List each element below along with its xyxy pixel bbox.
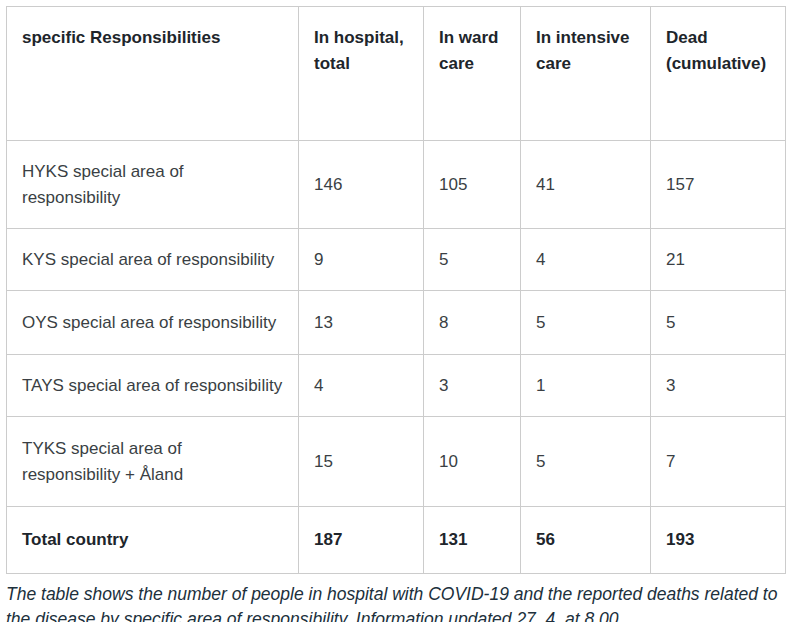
value-cell: 3 <box>424 355 521 417</box>
value-cell: 4 <box>299 355 424 417</box>
row-label-cell: Total country <box>7 507 299 574</box>
table-row-kys: KYS special area of responsibility 9 5 4… <box>7 229 786 291</box>
value-cell: 3 <box>651 355 786 417</box>
value-cell: 157 <box>651 141 786 229</box>
value-cell: 5 <box>424 229 521 291</box>
value-cell: 10 <box>424 417 521 507</box>
header-cell-in-intensive-care: In intensive care <box>521 7 651 141</box>
row-label-cell: HYKS special area of responsibility <box>7 141 299 229</box>
table-row-hyks: HYKS special area of responsibility 146 … <box>7 141 786 229</box>
value-cell: 8 <box>424 291 521 355</box>
table-row-oys: OYS special area of responsibility 13 8 … <box>7 291 786 355</box>
value-cell: 9 <box>299 229 424 291</box>
header-cell-in-ward-care: In ward care <box>424 7 521 141</box>
value-cell: 131 <box>424 507 521 574</box>
table-row-tyks-aland: TYKS special area of responsibility + Ål… <box>7 417 786 507</box>
value-cell: 15 <box>299 417 424 507</box>
table-row-tays: TAYS special area of responsibility 4 3 … <box>7 355 786 417</box>
table-body: HYKS special area of responsibility 146 … <box>7 141 786 574</box>
row-label-cell: KYS special area of responsibility <box>7 229 299 291</box>
header-cell-in-hospital-total: In hospital, total <box>299 7 424 141</box>
row-label-cell: TAYS special area of responsibility <box>7 355 299 417</box>
value-cell: 1 <box>521 355 651 417</box>
value-cell: 146 <box>299 141 424 229</box>
header-cell-dead-cumulative: Dead (cumulative) <box>651 7 786 141</box>
table-caption: The table shows the number of people in … <box>6 582 789 622</box>
value-cell: 105 <box>424 141 521 229</box>
header-row: specific Responsibilities In hospital, t… <box>7 7 786 141</box>
value-cell: 41 <box>521 141 651 229</box>
row-label-cell: TYKS special area of responsibility + Ål… <box>7 417 299 507</box>
row-label-cell: OYS special area of responsibility <box>7 291 299 355</box>
value-cell: 21 <box>651 229 786 291</box>
value-cell: 13 <box>299 291 424 355</box>
value-cell: 193 <box>651 507 786 574</box>
page: specific Responsibilities In hospital, t… <box>0 0 791 622</box>
hospital-stats-table: specific Responsibilities In hospital, t… <box>6 6 786 574</box>
value-cell: 4 <box>521 229 651 291</box>
table-header: specific Responsibilities In hospital, t… <box>7 7 786 141</box>
table-row-total-country: Total country 187 131 56 193 <box>7 507 786 574</box>
value-cell: 7 <box>651 417 786 507</box>
value-cell: 5 <box>521 291 651 355</box>
header-cell-responsibilities: specific Responsibilities <box>7 7 299 141</box>
value-cell: 187 <box>299 507 424 574</box>
value-cell: 5 <box>521 417 651 507</box>
value-cell: 56 <box>521 507 651 574</box>
value-cell: 5 <box>651 291 786 355</box>
